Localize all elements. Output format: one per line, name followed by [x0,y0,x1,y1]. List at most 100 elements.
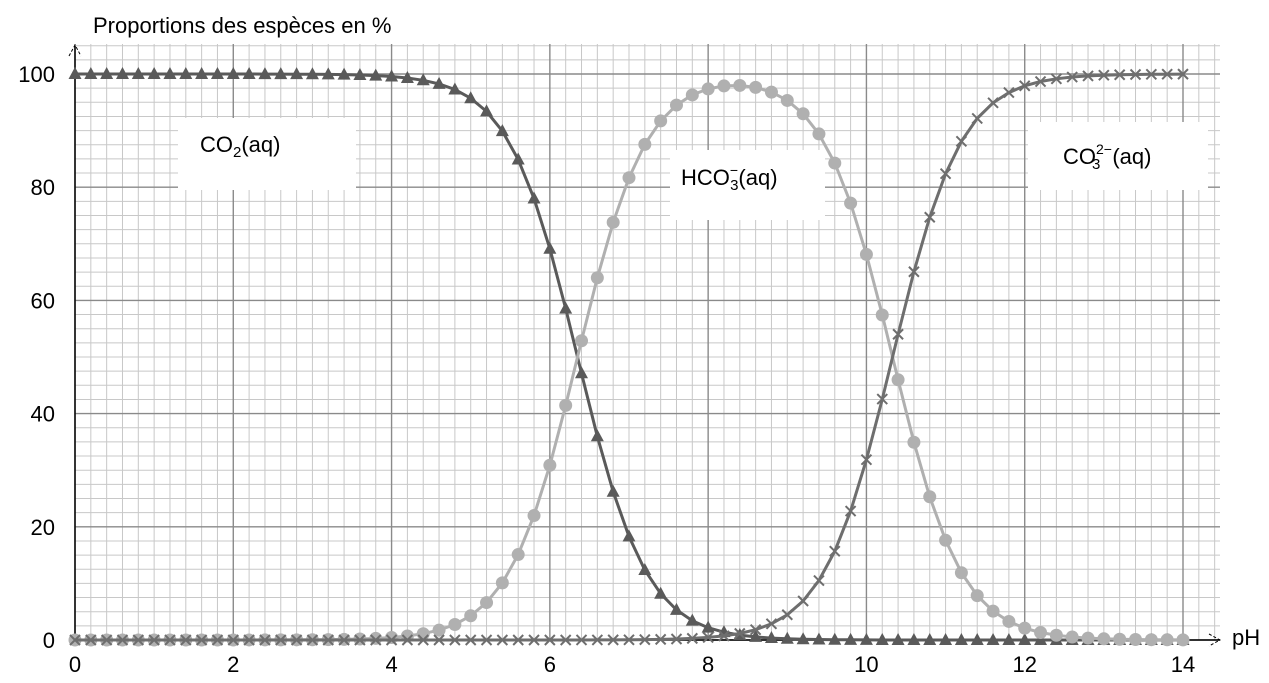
circle-marker [369,631,383,645]
circle-marker [1129,633,1143,647]
circle-marker [622,171,636,185]
cross-marker [1082,70,1094,82]
co3-species-label: CO2− 3 (aq) [1063,141,1151,173]
circle-marker [606,215,620,229]
cross-marker [306,634,319,646]
circle-marker [733,78,747,92]
circle-marker [812,127,826,141]
triangle-marker [669,602,683,615]
triangle-marker [575,366,589,379]
x-tick-label: 0 [69,652,81,677]
circle-marker [717,79,731,93]
triangle-marker [780,631,794,644]
triangle-marker [369,68,383,81]
circle-marker [1002,614,1016,628]
circle-marker [986,604,1000,618]
triangle-marker [147,67,161,80]
cross-marker [860,453,873,466]
circle-marker [575,334,589,348]
circle-marker [780,93,794,107]
cross-marker [1066,71,1078,83]
triangle-marker [844,632,858,645]
triangle-marker [764,631,778,644]
triangle-marker [622,529,636,542]
cross-marker [670,633,683,645]
cross-marker [85,634,97,646]
triangle-marker [939,632,953,645]
triangle-marker [464,91,478,104]
triangle-marker [1018,633,1032,645]
cross-marker [749,624,762,636]
circle-marker [685,88,699,102]
cross-marker [164,634,176,646]
triangle-marker [511,152,525,165]
circle-marker [669,98,683,112]
circle-marker [495,576,509,590]
triangle-marker [305,67,319,80]
cross-marker [227,634,239,646]
circle-marker [796,107,810,121]
triangle-marker [685,613,699,626]
cross-marker [401,634,414,646]
triangle-marker [226,67,240,80]
y-tick-label: 80 [31,175,55,200]
triangle-marker [495,124,509,137]
triangle-marker [131,67,145,80]
cross-marker [734,627,746,640]
cross-marker [924,211,936,223]
triangle-marker [796,632,810,645]
hco3-species-label: HCO− 3(aq) [681,162,778,194]
cross-marker [211,634,224,646]
triangle-marker [907,632,921,645]
circle-marker [764,85,778,99]
circle-marker [1160,633,1174,647]
triangle-marker [970,632,984,645]
cross-marker [955,135,968,147]
circle-marker [638,137,652,151]
x-tick-label: 6 [544,652,556,677]
triangle-marker [258,67,272,80]
x-tick-label: 14 [1171,652,1195,677]
cross-marker [1113,69,1126,81]
circle-marker [828,156,842,170]
cross-marker [354,634,366,646]
triangle-marker [195,67,209,80]
cross-marker [781,609,793,621]
cross-marker [1003,86,1015,99]
circle-marker [907,435,921,449]
triangle-marker [638,562,652,575]
circle-marker [590,271,604,285]
cross-marker [765,618,778,630]
triangle-marker [590,429,604,442]
circle-marker [432,623,446,637]
cross-marker [1050,73,1063,85]
cross-marker [908,266,920,278]
circle-marker [923,490,937,504]
cross-marker [322,634,334,646]
triangle-marker [812,632,826,645]
triangle-marker [163,67,177,80]
triangle-marker [859,632,873,645]
triangle-marker [290,67,304,80]
series-triangle [68,67,1190,645]
x-axis-label: pH [1232,625,1260,650]
cross-marker [480,634,493,646]
cross-marker [939,167,952,180]
cross-marker [639,633,651,646]
hco3-label-box [670,150,825,220]
triangle-marker [986,632,1000,645]
triangle-marker [385,69,399,82]
series-group [68,67,1190,647]
y-axis-label: Proportions des espèces en % [93,13,391,38]
circle-marker [1034,625,1048,639]
circle-marker [970,589,984,603]
cross-marker [385,634,398,646]
triangle-marker [527,191,541,204]
circle-marker [1049,628,1063,642]
x-axis-arrow [1208,633,1222,647]
triangle-marker [337,67,351,80]
cross-marker [100,634,113,646]
cross-marker [797,595,809,607]
cross-marker [496,634,509,646]
